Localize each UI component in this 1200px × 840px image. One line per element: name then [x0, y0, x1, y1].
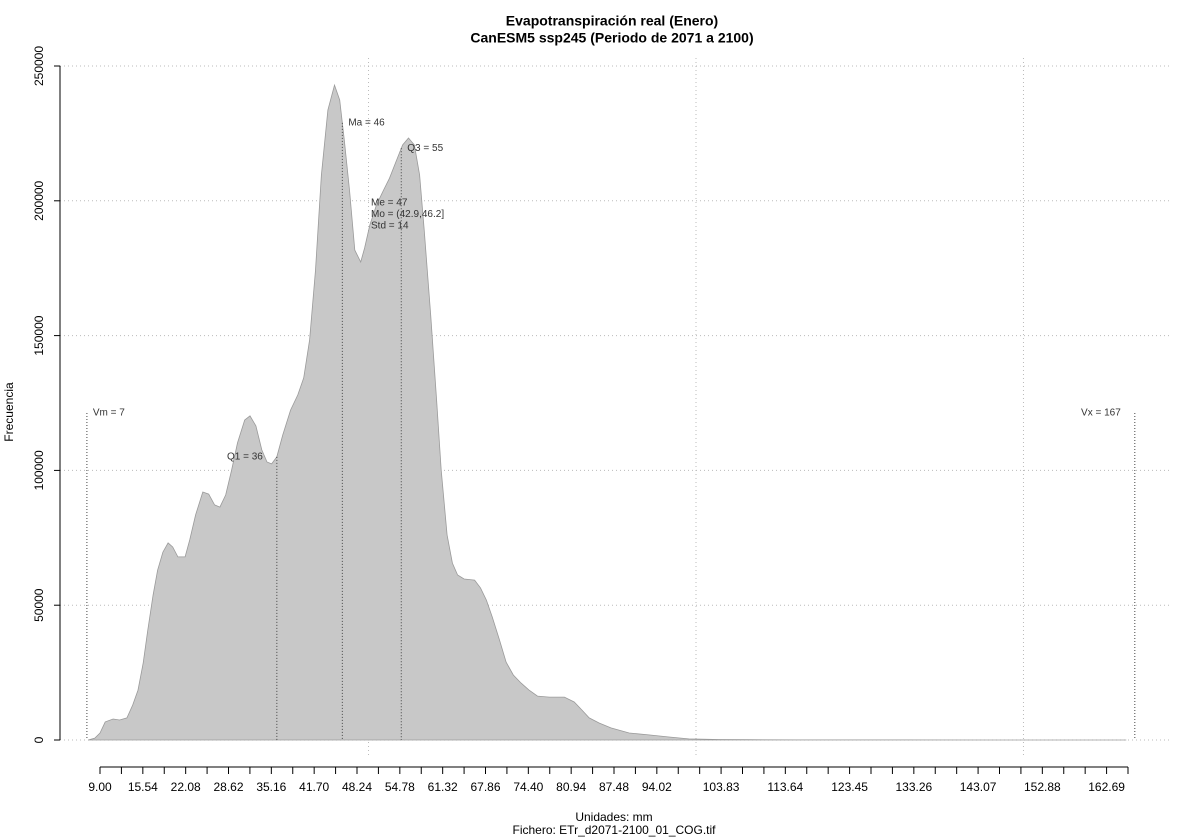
y-tick-label: 0 [32, 736, 46, 743]
chart-subtitle: CanESM5 ssp245 (Periodo de 2071 a 2100) [470, 30, 753, 46]
x-tick-label: 61.32 [428, 780, 458, 794]
x-tick-label: 143.07 [960, 780, 997, 794]
annotation-label: Vm = 7 [93, 408, 125, 419]
x-tick-label: 123.45 [831, 780, 868, 794]
y-tick-label: 150000 [32, 315, 46, 355]
annotation-label: Q1 = 36 [227, 452, 263, 463]
x-tick-label: 133.26 [895, 780, 932, 794]
x-tick-label: 74.40 [513, 780, 543, 794]
stat-label: Mo = (42.9,46.2] [371, 209, 444, 220]
x-tick-label: 54.78 [385, 780, 415, 794]
x-tick-label: 113.64 [767, 780, 803, 794]
y-tick-label: 200000 [32, 180, 46, 220]
stat-label: Me = 47 [371, 198, 408, 209]
x-tick-label: 48.24 [342, 780, 372, 794]
y-axis-label: Frecuencia [2, 382, 16, 442]
x-tick-label: 103.83 [703, 780, 740, 794]
annotation-label: Vx = 167 [1081, 408, 1121, 419]
x-tick-label: 22.08 [171, 780, 201, 794]
x-tick-label: 67.86 [470, 780, 500, 794]
caption: Fichero: ETr_d2071-2100_01_COG.tif [513, 823, 717, 837]
x-tick-label: 80.94 [556, 780, 586, 794]
y-tick-label: 100000 [32, 450, 46, 490]
density-area [88, 83, 1127, 741]
x-tick-label: 41.70 [299, 780, 329, 794]
x-tick-label: 94.02 [642, 780, 672, 794]
x-tick-label: 87.48 [599, 780, 629, 794]
x-tick-label: 28.62 [213, 780, 243, 794]
chart-title: Evapotranspiración real (Enero) [506, 13, 718, 29]
y-tick-label: 250000 [32, 46, 46, 86]
x-axis-label: Unidades: mm [575, 810, 652, 824]
x-tick-label: 15.54 [128, 780, 158, 794]
x-tick-label: 9.00 [88, 780, 112, 794]
x-tick-label: 152.88 [1024, 780, 1061, 794]
x-tick-label: 162.69 [1088, 780, 1125, 794]
annotation-label: Ma = 46 [348, 118, 385, 129]
y-tick-label: 50000 [32, 588, 46, 622]
annotation-label: Q3 = 55 [407, 143, 443, 154]
x-tick-label: 35.16 [256, 780, 286, 794]
stat-label: Std = 14 [371, 221, 409, 232]
